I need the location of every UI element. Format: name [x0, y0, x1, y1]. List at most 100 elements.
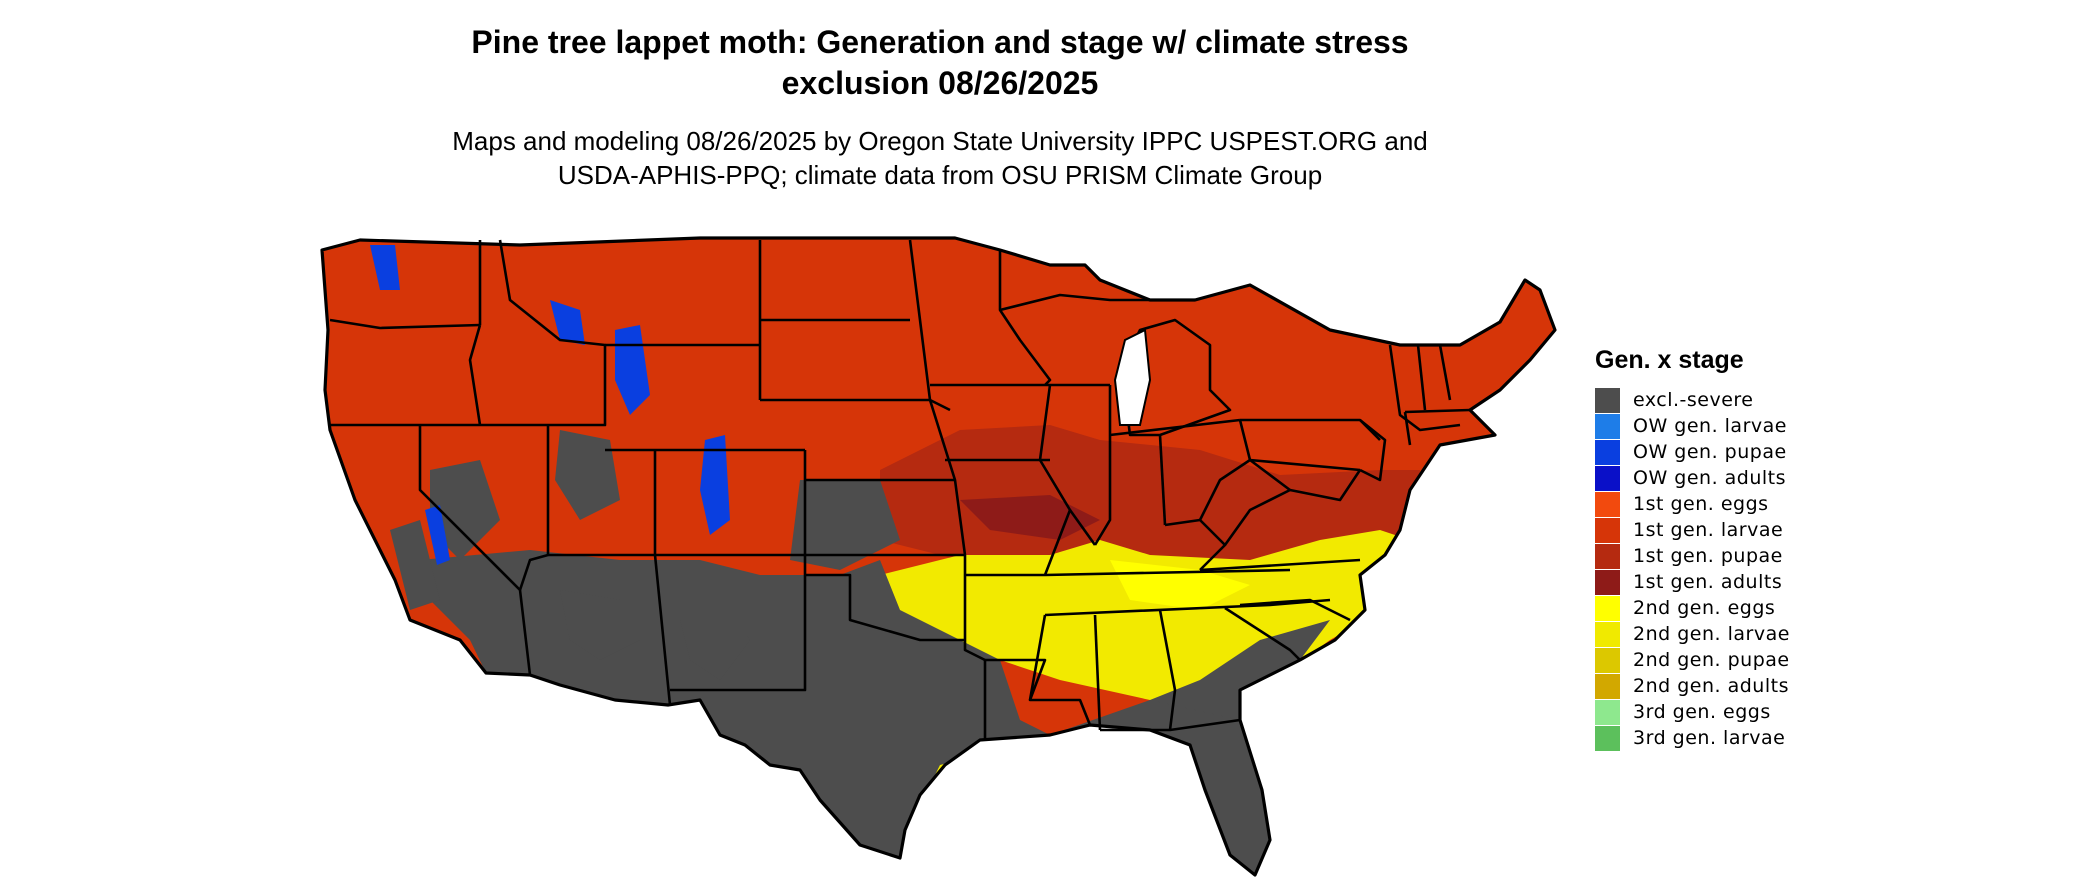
region-2nd-gen-gulf-coast [1060, 730, 1150, 755]
legend-item: 2nd gen. pupae [1595, 647, 1790, 673]
border-ia-il-mo [1038, 384, 1072, 576]
border-ky-tn [1044, 568, 1291, 577]
region-1st-gen-adults [960, 495, 1100, 540]
border-ok-ar [963, 555, 986, 662]
border-il-ky [1068, 509, 1097, 546]
legend-swatch [1595, 543, 1620, 569]
legend-item: 2nd gen. eggs [1595, 595, 1790, 621]
border-md-va [1289, 469, 1362, 502]
region-excl-severe-utah [555, 430, 620, 520]
border-ms-la [1028, 614, 1092, 726]
region-ow-gen-pupae-rockies [615, 325, 650, 415]
border-oh-in-mi [1109, 418, 1241, 437]
legend-label: OW gen. adults [1633, 467, 1787, 489]
legend-label: 1st gen. pupae [1633, 545, 1783, 567]
border-id-mt [498, 239, 607, 400]
map-subtitle-line-1: Maps and modeling 08/26/2025 by Oregon S… [452, 126, 1428, 156]
map-title: Pine tree lappet moth: Generation and st… [0, 22, 1880, 104]
legend-swatch [1595, 413, 1620, 439]
border-ca-nv [418, 425, 532, 676]
lake-michigan [1113, 328, 1152, 426]
legend-swatch [1595, 491, 1620, 517]
legend-swatch [1595, 569, 1620, 595]
border-nd-mn [908, 239, 932, 401]
region-excl-severe-arizona [560, 590, 640, 660]
us-map [320, 236, 1557, 877]
map-subtitle: Maps and modeling 08/26/2025 by Oregon S… [0, 124, 1880, 192]
legend-item: OW gen. pupae [1595, 439, 1790, 465]
legend-item: excl.-severe [1595, 387, 1790, 413]
border-id-ut [480, 400, 607, 427]
border-al-ga [1158, 609, 1177, 731]
legend-label: 2nd gen. pupae [1633, 649, 1790, 671]
legend-title: Gen. x stage [1595, 346, 1744, 374]
border-nj [1359, 418, 1387, 482]
border-ny-vt-ma [1388, 344, 1461, 432]
border-ar-la [985, 658, 1047, 701]
border-mi-upper [999, 293, 1150, 312]
legend-swatch [1595, 595, 1620, 621]
border-nv-az [518, 553, 549, 591]
border-nm-tx [670, 555, 807, 692]
legend-items: excl.-severe OW gen. larvae OW gen. pupae O… [1595, 387, 1790, 751]
region-excl-severe-california [390, 520, 440, 610]
legend-swatch [1595, 621, 1620, 647]
border-ky-wv-va [1164, 518, 1227, 571]
border-oh-pa [1238, 419, 1252, 461]
border-tn-ms-al-ga [1044, 598, 1331, 617]
border-mn-wi [998, 250, 1052, 386]
legend-swatch [1595, 387, 1620, 413]
us-outline [320, 236, 1557, 877]
legend-label: 1st gen. larvae [1633, 519, 1784, 541]
border-ms-al [1093, 614, 1102, 731]
border-nc-va [1199, 558, 1361, 572]
region-excl-severe-texas-north [790, 480, 900, 570]
legend-label: 2nd gen. larvae [1633, 623, 1790, 645]
region-excl-severe-newmexico [680, 600, 750, 680]
border-vt-nh [1416, 344, 1427, 411]
map-title-line-1: Pine tree lappet moth: Generation and st… [471, 24, 1409, 60]
region-ow-gen-pupae-idaho [550, 300, 585, 345]
legend-item: 1st gen. pupae [1595, 543, 1790, 569]
border-il-in [1093, 385, 1112, 546]
legend-swatch [1595, 647, 1620, 673]
region-ow-gen-pupae-sierra [425, 505, 450, 565]
legend-label: OW gen. larvae [1633, 415, 1787, 437]
legend-item: OW gen. larvae [1595, 413, 1790, 439]
legend-swatch [1595, 439, 1620, 465]
legend-label: 2nd gen. eggs [1633, 597, 1776, 619]
border-ma-ct-ri [1404, 408, 1471, 414]
great-lakes [1113, 328, 1152, 426]
legend-label: OW gen. pupae [1633, 441, 1787, 463]
border-ok-tx [805, 573, 965, 642]
legend-label: excl.-severe [1633, 389, 1754, 411]
legend-item: 2nd gen. larvae [1595, 621, 1790, 647]
legend-item: 3rd gen. larvae [1595, 725, 1790, 751]
legend-swatch [1595, 517, 1620, 543]
legend-label: 3rd gen. eggs [1633, 701, 1771, 723]
border-wv [1198, 458, 1292, 546]
legend-item: 3rd gen. eggs [1595, 699, 1790, 725]
border-nc-sc [1239, 598, 1351, 622]
legend-label: 2nd gen. adults [1633, 675, 1789, 697]
map-subtitle-line-2: USDA-APHIS-PPQ; climate data from OSU PR… [557, 160, 1323, 190]
region-ow-gen-pupae-colorado [700, 435, 730, 535]
legend-swatch [1595, 699, 1620, 725]
legend-item: 1st gen. adults [1595, 569, 1790, 595]
border-nh-me [1438, 344, 1452, 401]
legend-swatch [1595, 725, 1620, 751]
region-ow-gen-pupae-washington [370, 245, 400, 290]
border-az-nm [653, 554, 672, 706]
border-ne-ia-mo [928, 399, 967, 556]
border-wa-or [329, 318, 481, 330]
legend-item: 1st gen. larvae [1595, 517, 1790, 543]
border-ga-sc [1224, 606, 1301, 661]
map-title-line-2: exclusion 08/26/2025 [781, 65, 1099, 101]
legend-item: OW gen. adults [1595, 465, 1790, 491]
border-ny-ct [1403, 411, 1412, 446]
region-excl-severe-nevada [430, 460, 500, 560]
legend-item: 1st gen. eggs [1595, 491, 1790, 517]
state-boundaries [320, 236, 1557, 877]
border-in-oh [1158, 434, 1167, 526]
region-1st-gen-pupae [880, 425, 1420, 580]
